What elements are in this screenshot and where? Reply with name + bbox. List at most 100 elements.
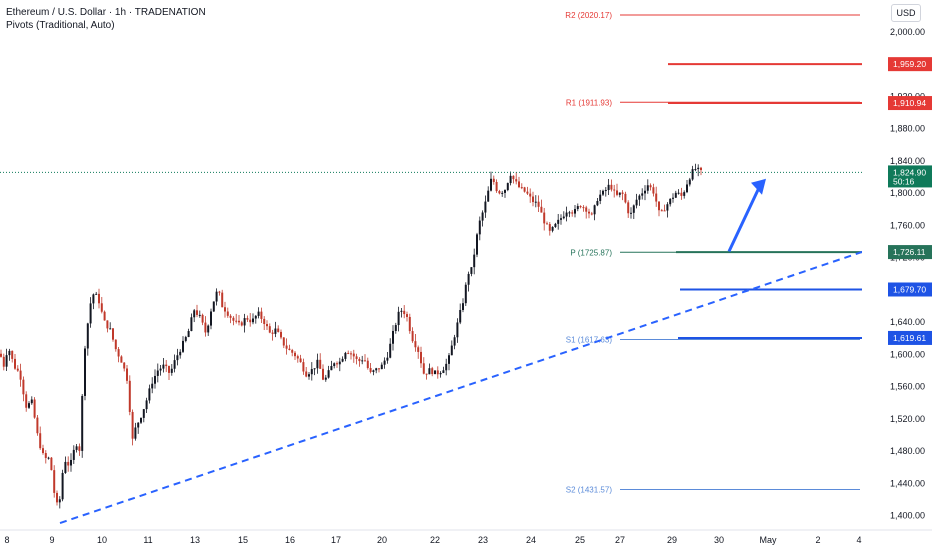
candle-body <box>672 197 674 199</box>
candle-body <box>428 368 431 375</box>
candle-body <box>655 193 658 202</box>
candle-body <box>179 351 182 356</box>
candle-body <box>123 362 126 369</box>
pivot-label: S1 (1617.63) <box>566 336 613 345</box>
candle-body <box>156 370 159 376</box>
candle-body <box>282 337 285 346</box>
candle-body <box>190 317 193 332</box>
candle-body <box>271 332 274 334</box>
candle-body <box>11 350 14 359</box>
candle-body <box>64 461 67 473</box>
candle-body <box>67 461 70 466</box>
candle-body <box>198 314 201 316</box>
candle-body <box>501 192 504 194</box>
candle-body <box>302 362 305 372</box>
candle-body <box>249 319 252 323</box>
candle-body <box>215 291 218 302</box>
candle-body <box>630 212 632 214</box>
x-tick-label: 8 <box>4 535 9 545</box>
candle-body <box>266 324 268 327</box>
candle-body <box>467 273 470 285</box>
candle-body <box>688 179 691 185</box>
candle-body <box>336 363 338 365</box>
candle-body <box>120 356 123 363</box>
candle-body <box>288 348 291 351</box>
candle-body <box>140 417 142 423</box>
candle-body <box>22 379 25 395</box>
level-tag <box>888 57 932 72</box>
candle-body <box>700 167 702 171</box>
level-tag-label: 1,910.94 <box>893 98 926 108</box>
trendline <box>59 241 891 525</box>
candle-body <box>604 190 607 192</box>
candle-body <box>207 325 210 333</box>
candle-body <box>352 353 355 357</box>
candle-body <box>520 187 523 189</box>
candle-body <box>641 193 644 196</box>
candle-body <box>128 380 131 412</box>
candle-body <box>602 190 604 195</box>
x-tick-label: 11 <box>143 535 152 545</box>
candle-body <box>173 360 176 369</box>
candle-body <box>347 352 350 354</box>
y-tick-label: 2,000.00 <box>890 27 925 37</box>
candle-body <box>663 210 666 212</box>
candle-body <box>579 206 582 208</box>
indicator-label[interactable]: Pivots (Traditional, Auto) <box>6 20 115 31</box>
y-tick-label: 1,600.00 <box>890 349 925 359</box>
candle-body <box>431 368 434 375</box>
candle-body <box>151 383 154 389</box>
candle-body <box>148 388 151 401</box>
x-tick-label: 22 <box>430 535 440 545</box>
candle-body <box>53 470 56 493</box>
candle-body <box>252 318 254 323</box>
price-axis-bg <box>862 0 932 530</box>
x-tick-label: 17 <box>331 535 341 545</box>
candle-body <box>33 399 36 418</box>
candle-body <box>366 360 369 369</box>
price-axis: 1,400.00 1,440.00 1,480.00 1,520.00 1,560.00… <box>862 0 932 530</box>
currency-button[interactable]: USD <box>891 4 921 22</box>
candle-body <box>372 370 375 372</box>
candle-body <box>95 293 98 295</box>
candle-body <box>162 364 165 369</box>
y-tick-label: 1,640.00 <box>890 317 925 327</box>
candle-body <box>403 310 406 315</box>
candle-body <box>599 194 602 201</box>
candle-body <box>254 315 257 319</box>
candle-body <box>646 185 649 191</box>
x-tick-label: 13 <box>190 535 200 545</box>
y-tick-label: 1,840.00 <box>890 156 925 166</box>
candle-body <box>456 322 459 338</box>
symbol-title[interactable]: Ethereum / U.S. Dollar · 1h · TRADENATIO… <box>6 7 206 18</box>
x-tick-label: 29 <box>667 535 677 545</box>
candle-body <box>16 368 19 371</box>
candle-body <box>25 394 28 408</box>
candle-body <box>523 187 526 192</box>
y-tick-label: 1,560.00 <box>890 382 925 392</box>
candle-body <box>324 377 327 380</box>
candle-body <box>613 189 616 191</box>
candle-body <box>386 357 389 361</box>
candle-body <box>280 331 282 338</box>
x-tick-label: 10 <box>97 535 107 545</box>
candle-body <box>677 192 680 194</box>
candle-body <box>263 318 266 325</box>
candle-body <box>39 433 42 449</box>
candle-body <box>506 183 509 191</box>
candle-body <box>621 192 624 194</box>
candle-body <box>596 200 599 206</box>
candle-body <box>660 210 663 212</box>
x-tick-label: 20 <box>377 535 387 545</box>
pivot-label: S2 (1431.57) <box>566 486 613 495</box>
candle-body <box>145 400 148 410</box>
candle-body <box>268 326 271 333</box>
candle-body <box>355 356 358 359</box>
candle-body <box>534 201 537 203</box>
candle-body <box>47 457 50 459</box>
candle-body <box>310 369 313 375</box>
candle-body <box>459 309 462 323</box>
candle-body <box>19 370 22 380</box>
